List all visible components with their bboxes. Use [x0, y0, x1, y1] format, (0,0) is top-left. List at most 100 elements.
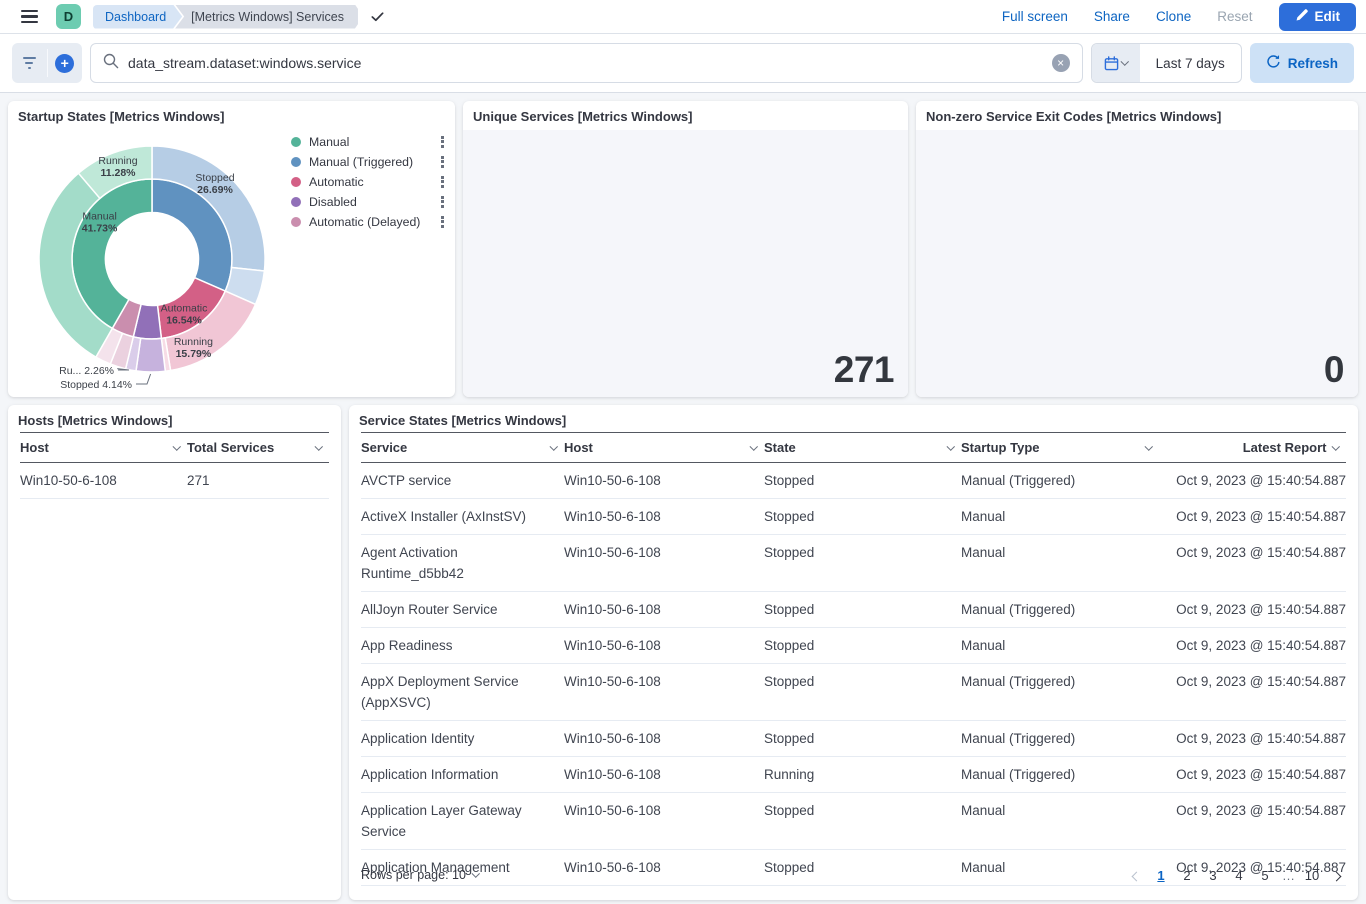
breadcrumb-current-page[interactable]: [Metrics Windows] Services — [175, 5, 358, 29]
table-row: Win10-50-6-108 271 — [20, 462, 329, 499]
clear-query-icon[interactable]: × — [1051, 54, 1070, 72]
column-header-state[interactable]: State — [764, 432, 961, 463]
legend-item-automatic-delayed[interactable]: Automatic (Delayed) — [291, 215, 445, 229]
donut-callout-label: Stopped 4.14% — [60, 379, 132, 391]
table-row: Application Management Win10-50-6-108 Stop… — [361, 849, 1346, 886]
panel-hosts: Hosts [Metrics Windows] Host Total Servic… — [8, 405, 341, 900]
dashboard-grid: Startup States [Metrics Windows] Stopped… — [0, 93, 1366, 904]
chevron-down-icon[interactable] — [314, 442, 323, 450]
column-header-host[interactable]: Host — [564, 432, 764, 463]
clone-button[interactable]: Clone — [1155, 9, 1192, 24]
table-row: Application Layer Gateway Service Win10-5… — [361, 792, 1346, 850]
filter-icon[interactable] — [12, 43, 47, 83]
donut-slice-manual-running[interactable] — [77, 145, 153, 200]
query-bar: + × Last 7 days Refresh — [0, 34, 1366, 93]
add-filter-button[interactable]: + — [48, 43, 83, 83]
next-page-icon[interactable] — [1327, 864, 1346, 887]
table-cell: Oct 9, 2023 @ 15:40:54.887 — [1159, 849, 1346, 886]
table-cell: Application Information — [361, 756, 564, 793]
table-row: Application Identity Win10-50-6-108 Stoppe… — [361, 720, 1346, 757]
full-screen-button[interactable]: Full screen — [1001, 9, 1068, 24]
table-cell: AVCTP service — [361, 462, 564, 499]
chevron-down-icon[interactable] — [1144, 442, 1153, 450]
donut-label-automatic: Automatic 16.54% — [161, 302, 208, 326]
chart-legend: Manual Manual (Triggered) Automatic Disable… — [291, 135, 445, 235]
donut-label-running: Running 15.79% — [174, 336, 213, 360]
legend-label: Manual (Triggered) — [309, 154, 414, 169]
legend-item-automatic[interactable]: Automatic — [291, 175, 445, 189]
reset-button[interactable]: Reset — [1217, 9, 1253, 24]
table-cell: Oct 9, 2023 @ 15:40:54.887 — [1159, 591, 1346, 628]
plus-icon: + — [55, 53, 75, 73]
table-cell: Win10-50-6-108 — [564, 792, 764, 850]
legend-actions-icon[interactable] — [440, 175, 445, 189]
table-cell: Stopped — [764, 591, 961, 628]
legend-item-disabled[interactable]: Disabled — [291, 195, 445, 209]
column-header-startup-type[interactable]: Startup Type — [961, 432, 1159, 463]
page-button-4[interactable]: 4 — [1228, 863, 1250, 887]
table-cell: Manual — [961, 534, 1159, 592]
table-row: ActiveX Installer (AxInstSV) Win10-50-6-1… — [361, 498, 1346, 535]
chevron-down-icon — [1120, 57, 1129, 66]
table-cell: Manual (Triggered) — [961, 720, 1159, 757]
breadcrumb-dashboard[interactable]: Dashboard — [93, 5, 182, 29]
table-cell: Oct 9, 2023 @ 15:40:54.887 — [1159, 720, 1346, 757]
startup-states-donut-chart[interactable]: Stopped 26.69% Automatic 16.54% Running 15.79… — [16, 127, 316, 393]
table-cell: Stopped — [764, 720, 961, 757]
column-header-total-services[interactable]: Total Services — [187, 432, 329, 463]
page-button-5[interactable]: 5 — [1254, 863, 1276, 887]
panel-title[interactable]: Non-zero Service Exit Codes [Metrics Win… — [926, 109, 1222, 124]
menu-hamburger-icon[interactable] — [10, 0, 48, 34]
legend-color-dot — [291, 216, 301, 227]
legend-color-dot — [291, 196, 301, 207]
table-row: AllJoyn Router Service Win10-50-6-108 Stop… — [361, 591, 1346, 628]
panel-title[interactable]: Service States [Metrics Windows] — [359, 413, 567, 428]
rows-per-page-button[interactable]: Rows per page: 10 — [361, 868, 480, 882]
previous-page-icon[interactable] — [1127, 864, 1146, 887]
table-cell: Oct 9, 2023 @ 15:40:54.887 — [1159, 663, 1346, 721]
callout-line — [117, 368, 130, 371]
table-footer: Rows per page: 10 1 2 3 4 5 … 10 — [361, 858, 1346, 892]
donut-label-manual: Manual 41.73% — [82, 210, 118, 234]
page-button-3[interactable]: 3 — [1202, 863, 1224, 887]
table-cell: Manual — [961, 792, 1159, 850]
query-input[interactable] — [128, 55, 1052, 71]
legend-actions-icon[interactable] — [440, 155, 445, 169]
table-cell: Win10-50-6-108 — [564, 849, 764, 886]
table-cell: Oct 9, 2023 @ 15:40:54.887 — [1159, 756, 1346, 793]
table-cell: AppX Deployment Service (AppXSVC) — [361, 663, 564, 721]
table-cell: Win10-50-6-108 — [564, 720, 764, 757]
space-avatar[interactable]: D — [56, 4, 81, 29]
top-navigation-bar: D Dashboard [Metrics Windows] Services F… — [0, 0, 1366, 34]
refresh-button[interactable]: Refresh — [1249, 43, 1354, 83]
column-header-latest-report[interactable]: Latest Report — [1159, 432, 1346, 463]
column-header-host[interactable]: Host — [20, 432, 187, 463]
panel-title[interactable]: Startup States [Metrics Windows] — [18, 109, 225, 124]
chevron-down-icon[interactable] — [749, 442, 758, 450]
edit-button[interactable]: Edit — [1278, 2, 1356, 31]
chevron-down-icon[interactable] — [946, 442, 955, 450]
time-range-label[interactable]: Last 7 days — [1140, 44, 1241, 82]
chevron-down-icon[interactable] — [549, 442, 558, 450]
legend-actions-icon[interactable] — [440, 195, 445, 209]
calendar-icon[interactable] — [1091, 44, 1140, 82]
table-cell: App Readiness — [361, 627, 564, 664]
table-cell: Manual — [961, 498, 1159, 535]
page-button-2[interactable]: 2 — [1176, 863, 1198, 887]
panel-title[interactable]: Unique Services [Metrics Windows] — [473, 109, 693, 124]
page-button-10[interactable]: 10 — [1301, 863, 1323, 887]
page-button-1[interactable]: 1 — [1150, 863, 1172, 887]
pagination: 1 2 3 4 5 … 10 — [1127, 863, 1346, 887]
table-cell: Win10-50-6-108 — [20, 462, 187, 499]
legend-item-manual-triggered[interactable]: Manual (Triggered) — [291, 154, 445, 169]
table-cell: Stopped — [764, 498, 961, 535]
chevron-down-icon[interactable] — [172, 442, 181, 450]
service-states-table: Service Host State Startup Type Latest Repor… — [361, 432, 1346, 886]
panel-title[interactable]: Hosts [Metrics Windows] — [18, 413, 173, 428]
chevron-down-icon[interactable] — [1331, 442, 1340, 450]
share-button[interactable]: Share — [1093, 9, 1130, 24]
column-header-service[interactable]: Service — [361, 432, 564, 463]
legend-actions-icon[interactable] — [440, 215, 445, 229]
legend-actions-icon[interactable] — [440, 135, 445, 149]
legend-item-manual[interactable]: Manual — [291, 135, 445, 149]
